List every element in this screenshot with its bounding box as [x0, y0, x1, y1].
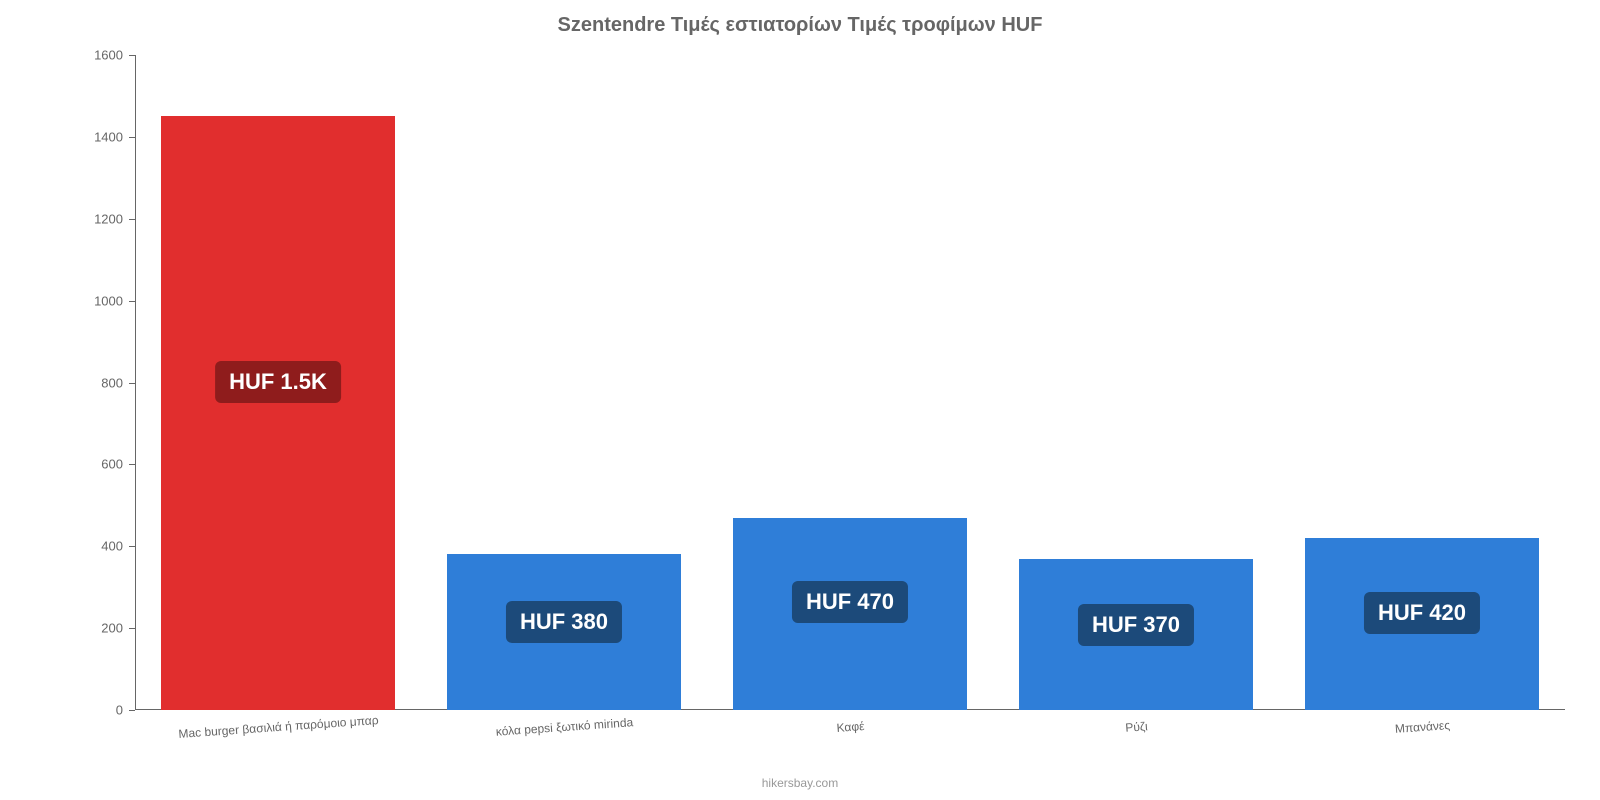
- y-axis-line: [135, 55, 136, 710]
- y-tick-mark: [129, 383, 135, 384]
- y-tick-label: 1400: [94, 129, 123, 144]
- y-tick-mark: [129, 464, 135, 465]
- value-badge: HUF 470: [792, 581, 908, 623]
- y-tick-label: 600: [101, 457, 123, 472]
- x-tick-label: κόλα pepsi ξωτικό mirinda: [495, 715, 633, 739]
- y-tick-label: 1200: [94, 211, 123, 226]
- value-badge: HUF 1.5K: [215, 361, 341, 403]
- y-tick-label: 1000: [94, 293, 123, 308]
- value-badge: HUF 370: [1078, 604, 1194, 646]
- x-tick-label: Ρύζι: [1125, 719, 1148, 735]
- bar: [161, 116, 396, 710]
- y-tick-mark: [129, 301, 135, 302]
- y-tick-label: 200: [101, 621, 123, 636]
- value-badge: HUF 380: [506, 601, 622, 643]
- y-tick-mark: [129, 710, 135, 711]
- y-tick-mark: [129, 137, 135, 138]
- plot-area: 02004006008001000120014001600 HUF 1.5KHU…: [135, 55, 1565, 710]
- y-tick-label: 400: [101, 539, 123, 554]
- chart-title: Szentendre Τιμές εστιατορίων Τιμές τροφί…: [0, 14, 1600, 37]
- x-tick-label: Μπανάνες: [1395, 718, 1451, 736]
- attribution: hikersbay.com: [0, 776, 1600, 790]
- y-tick-mark: [129, 628, 135, 629]
- y-tick-label: 0: [116, 703, 123, 718]
- y-tick-label: 800: [101, 375, 123, 390]
- y-tick-label: 1600: [94, 48, 123, 63]
- x-tick-label: Καφέ: [836, 719, 865, 735]
- value-badge: HUF 420: [1364, 592, 1480, 634]
- y-tick-mark: [129, 546, 135, 547]
- x-tick-label: Mac burger βασιλιά ή παρόμοιο μπαρ: [178, 713, 379, 741]
- y-tick-mark: [129, 55, 135, 56]
- y-tick-mark: [129, 219, 135, 220]
